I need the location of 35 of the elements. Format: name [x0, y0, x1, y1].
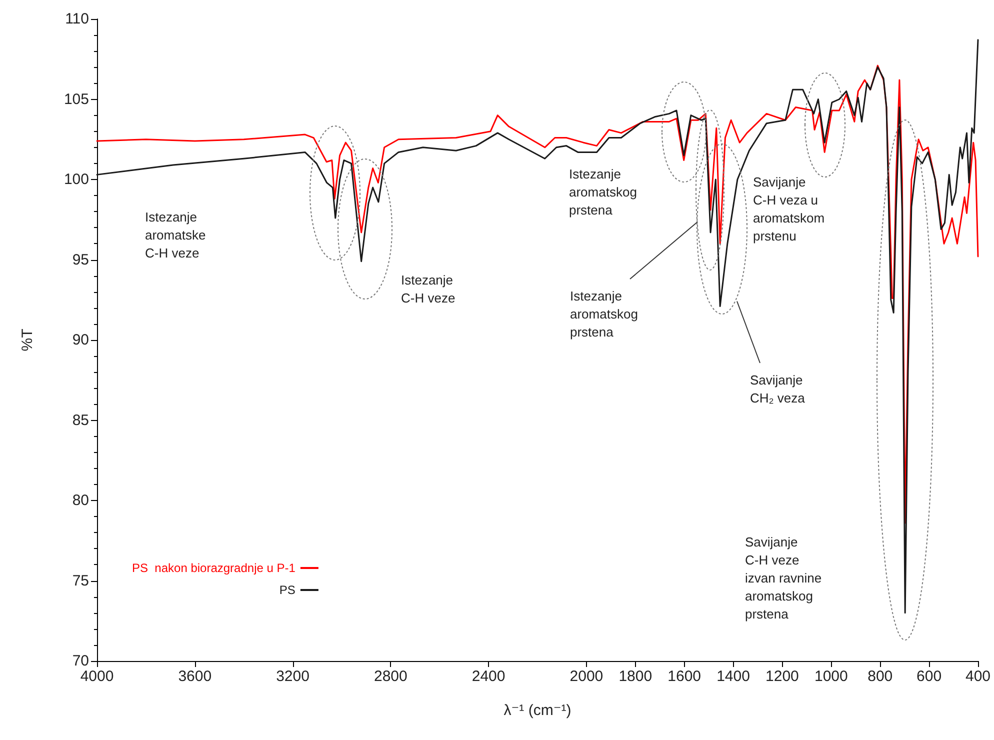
y-tick-label: 80	[72, 492, 89, 509]
y-tick-label: 95	[72, 251, 89, 268]
x-tick-label: 1400	[716, 668, 750, 685]
x-tick-label: 1200	[766, 668, 799, 685]
annotation: Istezanje aromatskog prstena	[569, 166, 637, 218]
y-tick-label: 110	[65, 10, 89, 28]
x-tick-label: 800	[868, 668, 893, 685]
annotation: Savijanje C-H veza u aromatskom prstenu	[753, 174, 825, 244]
x-tick-label: 3200	[276, 668, 310, 685]
legend-label: PS	[279, 583, 296, 597]
annotation: Savijanje C-H veze izvan ravnine aromatskog prstena	[745, 534, 822, 622]
x-axis-title: λ⁻¹ (cm⁻¹)	[504, 702, 572, 719]
x-tick-label: 2000	[570, 668, 604, 685]
y-tick-label: 105	[64, 90, 89, 108]
annotation: Istezanje aromatske C-H veze	[145, 210, 206, 260]
x-tick-label: 400	[965, 668, 991, 685]
y-tick-label: 70	[72, 652, 89, 670]
legend-label: PS nakon biorazgradnje u P-1	[132, 561, 296, 575]
x-tick-label: 4000	[80, 668, 114, 685]
x-tick-label: 2800	[374, 668, 408, 685]
x-tick-label: 3600	[178, 668, 212, 685]
annotation: Istezanje C-H veze	[401, 272, 456, 306]
annotation: Savijanje CH₂ veza	[750, 372, 806, 406]
y-tick-label: 85	[72, 412, 89, 429]
y-axis-title: %T	[19, 328, 36, 352]
annotation: Istezanje aromatskog prstena	[570, 288, 638, 340]
x-tick-label: 1800	[618, 668, 652, 685]
y-tick-label: 100	[64, 171, 89, 188]
x-tick-label: 600	[916, 668, 942, 685]
y-tick-label: 90	[72, 332, 89, 348]
x-tick-label: 1000	[814, 668, 848, 685]
x-tick-label: 2400	[472, 668, 506, 685]
x-tick-label: 1600	[668, 668, 702, 685]
line-series	[96, 64, 979, 524]
y-tick-label: 75	[72, 572, 89, 590]
